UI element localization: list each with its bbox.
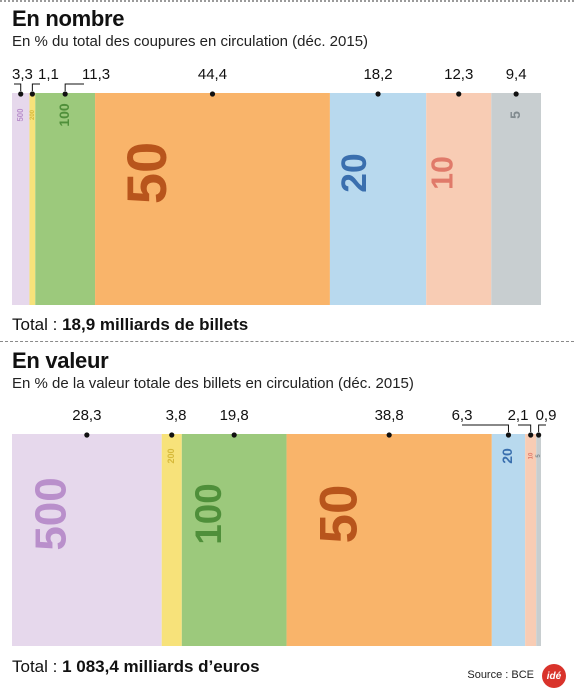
publisher-logo: idé (542, 664, 566, 688)
section-subtitle-nombre: En % du total des coupures en circulatio… (12, 33, 369, 50)
dot-seg-5 (513, 91, 519, 97)
bar-seg-5 (536, 434, 541, 646)
dot-seg-10 (456, 91, 462, 97)
value-label-seg-20: 6,3 (452, 407, 473, 424)
dot-seg-500 (84, 432, 90, 438)
banknote-label-50: 50 (115, 142, 178, 204)
banknote-label-200: 200 (30, 109, 36, 120)
dot-seg-50 (386, 432, 392, 438)
leader-line-seg-10 (518, 424, 532, 432)
value-label-seg-100: 19,8 (220, 407, 249, 424)
value-label-seg-10: 2,1 (508, 407, 529, 424)
dot-seg-100 (62, 91, 68, 97)
bar-seg-50 (286, 434, 492, 646)
total-label-nombre: Total : (12, 315, 63, 334)
bar-seg-200 (29, 93, 36, 305)
dot-seg-100 (231, 432, 237, 438)
value-label-seg-50: 44,4 (198, 66, 227, 83)
value-label-seg-200: 1,1 (38, 66, 59, 83)
banknote-label-500: 500 (16, 108, 25, 122)
value-label-seg-5: 0,9 (536, 407, 557, 424)
banknote-label-5: 5 (536, 454, 542, 458)
source-note: Source : BCE (467, 669, 534, 681)
bar-seg-10 (426, 93, 492, 305)
total-value-valeur: 1 083,4 milliards d’euros (62, 657, 260, 676)
dot-seg-500 (18, 91, 24, 97)
value-label-seg-500: 28,3 (72, 407, 101, 424)
bar-seg-100 (35, 93, 96, 305)
bar-seg-20 (329, 93, 427, 305)
banknote-label-100: 100 (56, 103, 72, 127)
section-divider (0, 341, 574, 342)
bar-seg-5 (491, 93, 541, 305)
dot-seg-50 (209, 91, 216, 97)
banknote-label-500: 500 (27, 477, 76, 550)
banknote-label-10: 10 (425, 156, 459, 190)
section-title-nombre: En nombre (12, 6, 125, 31)
total-nombre: Total : 18,9 milliards de billets (12, 315, 248, 335)
dot-seg-200 (29, 91, 35, 97)
dot-seg-20 (505, 432, 512, 438)
value-label-seg-20: 18,2 (363, 66, 392, 83)
leader-line-seg-100 (64, 83, 84, 91)
leader-line-seg-20 (462, 424, 509, 432)
chart-valeur: 500 28,3 200 3,8 100 19,8 50 38,8 20 6,3 10 2,1 5 0,9 (12, 407, 557, 646)
bar-seg-500 (12, 93, 30, 305)
bar-seg-200 (161, 434, 182, 646)
dot-seg-200 (169, 432, 175, 438)
banknote-label-10: 10 (528, 452, 534, 459)
section-subtitle-valeur: En % de la valeur totale des billets en … (12, 375, 414, 392)
dot-seg-5 (536, 432, 542, 438)
value-label-seg-500: 3,3 (12, 66, 33, 83)
banknote-label-5: 5 (507, 111, 523, 119)
total-valeur: Total : 1 083,4 milliards d’euros (12, 657, 260, 677)
bar-seg-500 (12, 434, 162, 646)
total-label-valeur: Total : (12, 657, 63, 676)
leader-line-seg-200 (31, 83, 40, 91)
banknote-label-20: 20 (499, 448, 515, 464)
value-label-seg-5: 9,4 (506, 66, 527, 83)
banknote-label-200: 200 (166, 448, 176, 463)
value-label-seg-50: 38,8 (375, 407, 404, 424)
bar-seg-100 (181, 434, 287, 646)
banknote-label-100: 100 (188, 483, 229, 544)
bar-seg-10 (525, 434, 537, 646)
top-dotted-rule (0, 0, 574, 2)
section-title-valeur: En valeur (12, 348, 109, 373)
chart-nombre: 500 3,3 200 1,1 100 11,3 50 44,4 20 18,2 10 12,3 5 9,… (12, 66, 541, 305)
banknote-label-50: 50 (310, 485, 369, 544)
value-label-seg-10: 12,3 (444, 66, 473, 83)
value-label-seg-200: 3,8 (166, 407, 187, 424)
banknote-label-20: 20 (334, 153, 374, 192)
leader-line-seg-5 (538, 424, 546, 432)
bar-seg-20 (491, 434, 526, 646)
dot-seg-10 (528, 432, 534, 438)
dot-seg-20 (375, 91, 381, 97)
value-label-seg-100: 11,3 (82, 66, 110, 83)
bar-seg-50 (95, 93, 330, 305)
total-value-nombre: 18,9 milliards de billets (62, 315, 249, 334)
leader-line-seg-500 (14, 83, 22, 91)
